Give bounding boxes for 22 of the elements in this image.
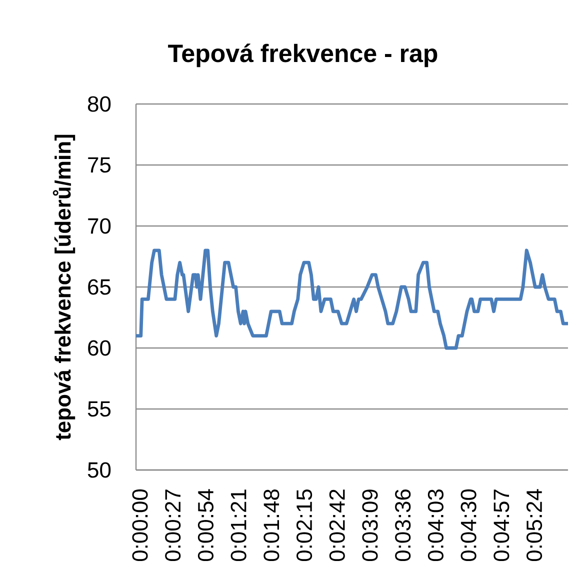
x-tick-label: 0:00:00: [132, 489, 148, 562]
x-tick-label: 0:00:27: [165, 490, 181, 562]
x-tick-label: 0:04:03: [428, 489, 444, 562]
x-tick-label: 0:02:15: [296, 489, 312, 562]
x-tick-label: 0:02:42: [329, 490, 345, 562]
x-tick-label: 0:04:57: [494, 490, 510, 562]
x-tick-label: 0:01:48: [264, 489, 280, 562]
y-tick-label: 65: [88, 279, 111, 295]
x-tick-label: 0:03:36: [395, 489, 411, 562]
y-tick-label: 60: [88, 340, 111, 356]
y-axis-title: tepová frekvence [úderů/min]: [52, 134, 76, 440]
y-tick-label: 75: [88, 157, 111, 173]
y-tick-label: 55: [88, 401, 111, 417]
x-tick-label: 0:05:24: [526, 489, 542, 562]
x-tick-label: 0:03:09: [362, 490, 378, 562]
x-tick-label: 0:00:54: [198, 489, 214, 562]
y-tick-label: 70: [88, 218, 111, 234]
y-tick-label: 50: [88, 462, 111, 478]
y-tick-label: 80: [88, 96, 111, 112]
chart-title: Tepová frekvence - rap: [168, 44, 438, 68]
x-tick-label: 0:01:21: [230, 490, 246, 562]
x-tick-label: 0:04:30: [460, 489, 476, 562]
